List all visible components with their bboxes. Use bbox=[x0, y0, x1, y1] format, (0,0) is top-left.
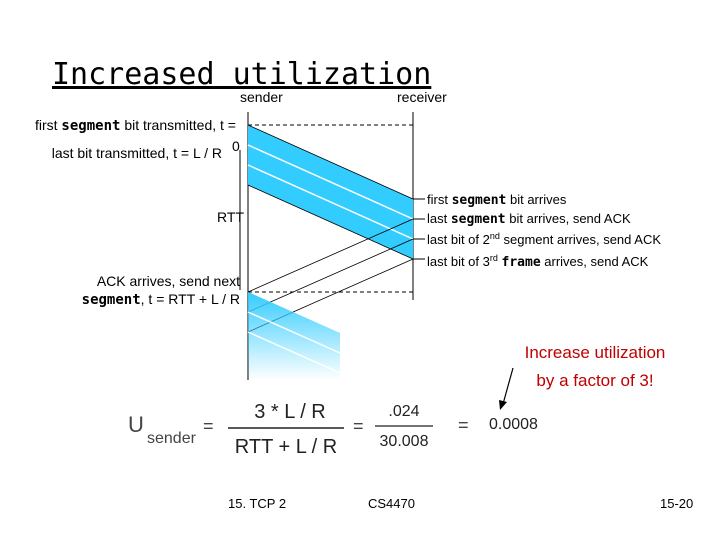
eq-subscript: sender bbox=[147, 430, 197, 447]
footer-left: 15. TCP 2 bbox=[228, 496, 286, 511]
ack-line bbox=[247, 238, 414, 313]
arrow-head bbox=[499, 400, 507, 410]
left-note: first segment bit transmitted, t = bbox=[35, 117, 236, 134]
eq-numerator-value: .024 bbox=[388, 403, 419, 420]
right-note: last bit of 2nd segment arrives, send AC… bbox=[427, 231, 661, 247]
segment-1 bbox=[248, 125, 413, 219]
superscript: nd bbox=[490, 231, 500, 241]
text: first bbox=[427, 192, 452, 207]
superscript: rd bbox=[490, 253, 498, 263]
next-segments bbox=[248, 292, 340, 380]
text: segment arrives, send ACK bbox=[500, 232, 661, 247]
text: last bit of 2 bbox=[427, 232, 490, 247]
text: first bbox=[35, 117, 61, 133]
eq-equals: = bbox=[203, 416, 214, 436]
keyword: segment bbox=[451, 212, 506, 227]
left-note: last bit transmitted, t = L / R bbox=[52, 145, 222, 161]
segment-edge bbox=[247, 124, 414, 200]
segment-divider bbox=[247, 144, 414, 220]
left-note: ACK arrives, send next bbox=[97, 273, 240, 289]
eq-equals: = bbox=[353, 416, 364, 436]
footer-center: CS4470 bbox=[368, 496, 415, 511]
right-note: last bit of 3rd frame arrives, send ACK bbox=[427, 253, 649, 270]
segment-2 bbox=[248, 145, 413, 239]
text: , t = RTT + L / R bbox=[141, 291, 240, 307]
segment-divider bbox=[247, 311, 341, 354]
ack-line bbox=[247, 218, 414, 293]
segment-divider bbox=[247, 164, 414, 240]
left-note: segment, t = RTT + L / R bbox=[82, 291, 240, 308]
title: Increased utilization bbox=[52, 57, 431, 92]
eq-denominator-value: 30.008 bbox=[380, 433, 429, 450]
segment-edge bbox=[247, 184, 414, 260]
rtt-label: RTT bbox=[217, 209, 244, 225]
eq-numerator: 3 * L / R bbox=[254, 401, 326, 423]
text: last bit of 3 bbox=[427, 254, 490, 269]
text: arrives, send ACK bbox=[541, 254, 649, 269]
callout-arrow bbox=[502, 367, 514, 405]
callout-line: Increase utilization bbox=[525, 343, 666, 362]
eq-equals: = bbox=[458, 415, 469, 435]
receiver-label: receiver bbox=[397, 89, 447, 105]
text: bit transmitted, t = bbox=[120, 117, 236, 133]
segment-3 bbox=[248, 165, 413, 259]
eq-denominator: RTT + L / R bbox=[235, 436, 337, 458]
eq-result: 0.0008 bbox=[489, 416, 538, 433]
text: bit arrives bbox=[506, 192, 566, 207]
right-note: first segment bit arrives bbox=[427, 192, 567, 208]
text: last bbox=[427, 211, 451, 226]
sender-label: sender bbox=[240, 89, 283, 105]
text: bit arrives, send ACK bbox=[506, 211, 631, 226]
keyword: frame bbox=[502, 255, 541, 270]
right-note: last segment bit arrives, send ACK bbox=[427, 211, 631, 227]
segment-divider bbox=[247, 331, 341, 374]
keyword: segment bbox=[82, 292, 141, 308]
eq-symbol: U bbox=[128, 412, 144, 437]
keyword: segment bbox=[61, 118, 120, 134]
keyword: segment bbox=[452, 193, 507, 208]
footer-right: 15-20 bbox=[660, 496, 693, 511]
time-zero: 0 bbox=[232, 138, 240, 154]
callout-line: by a factor of 3! bbox=[536, 371, 653, 390]
